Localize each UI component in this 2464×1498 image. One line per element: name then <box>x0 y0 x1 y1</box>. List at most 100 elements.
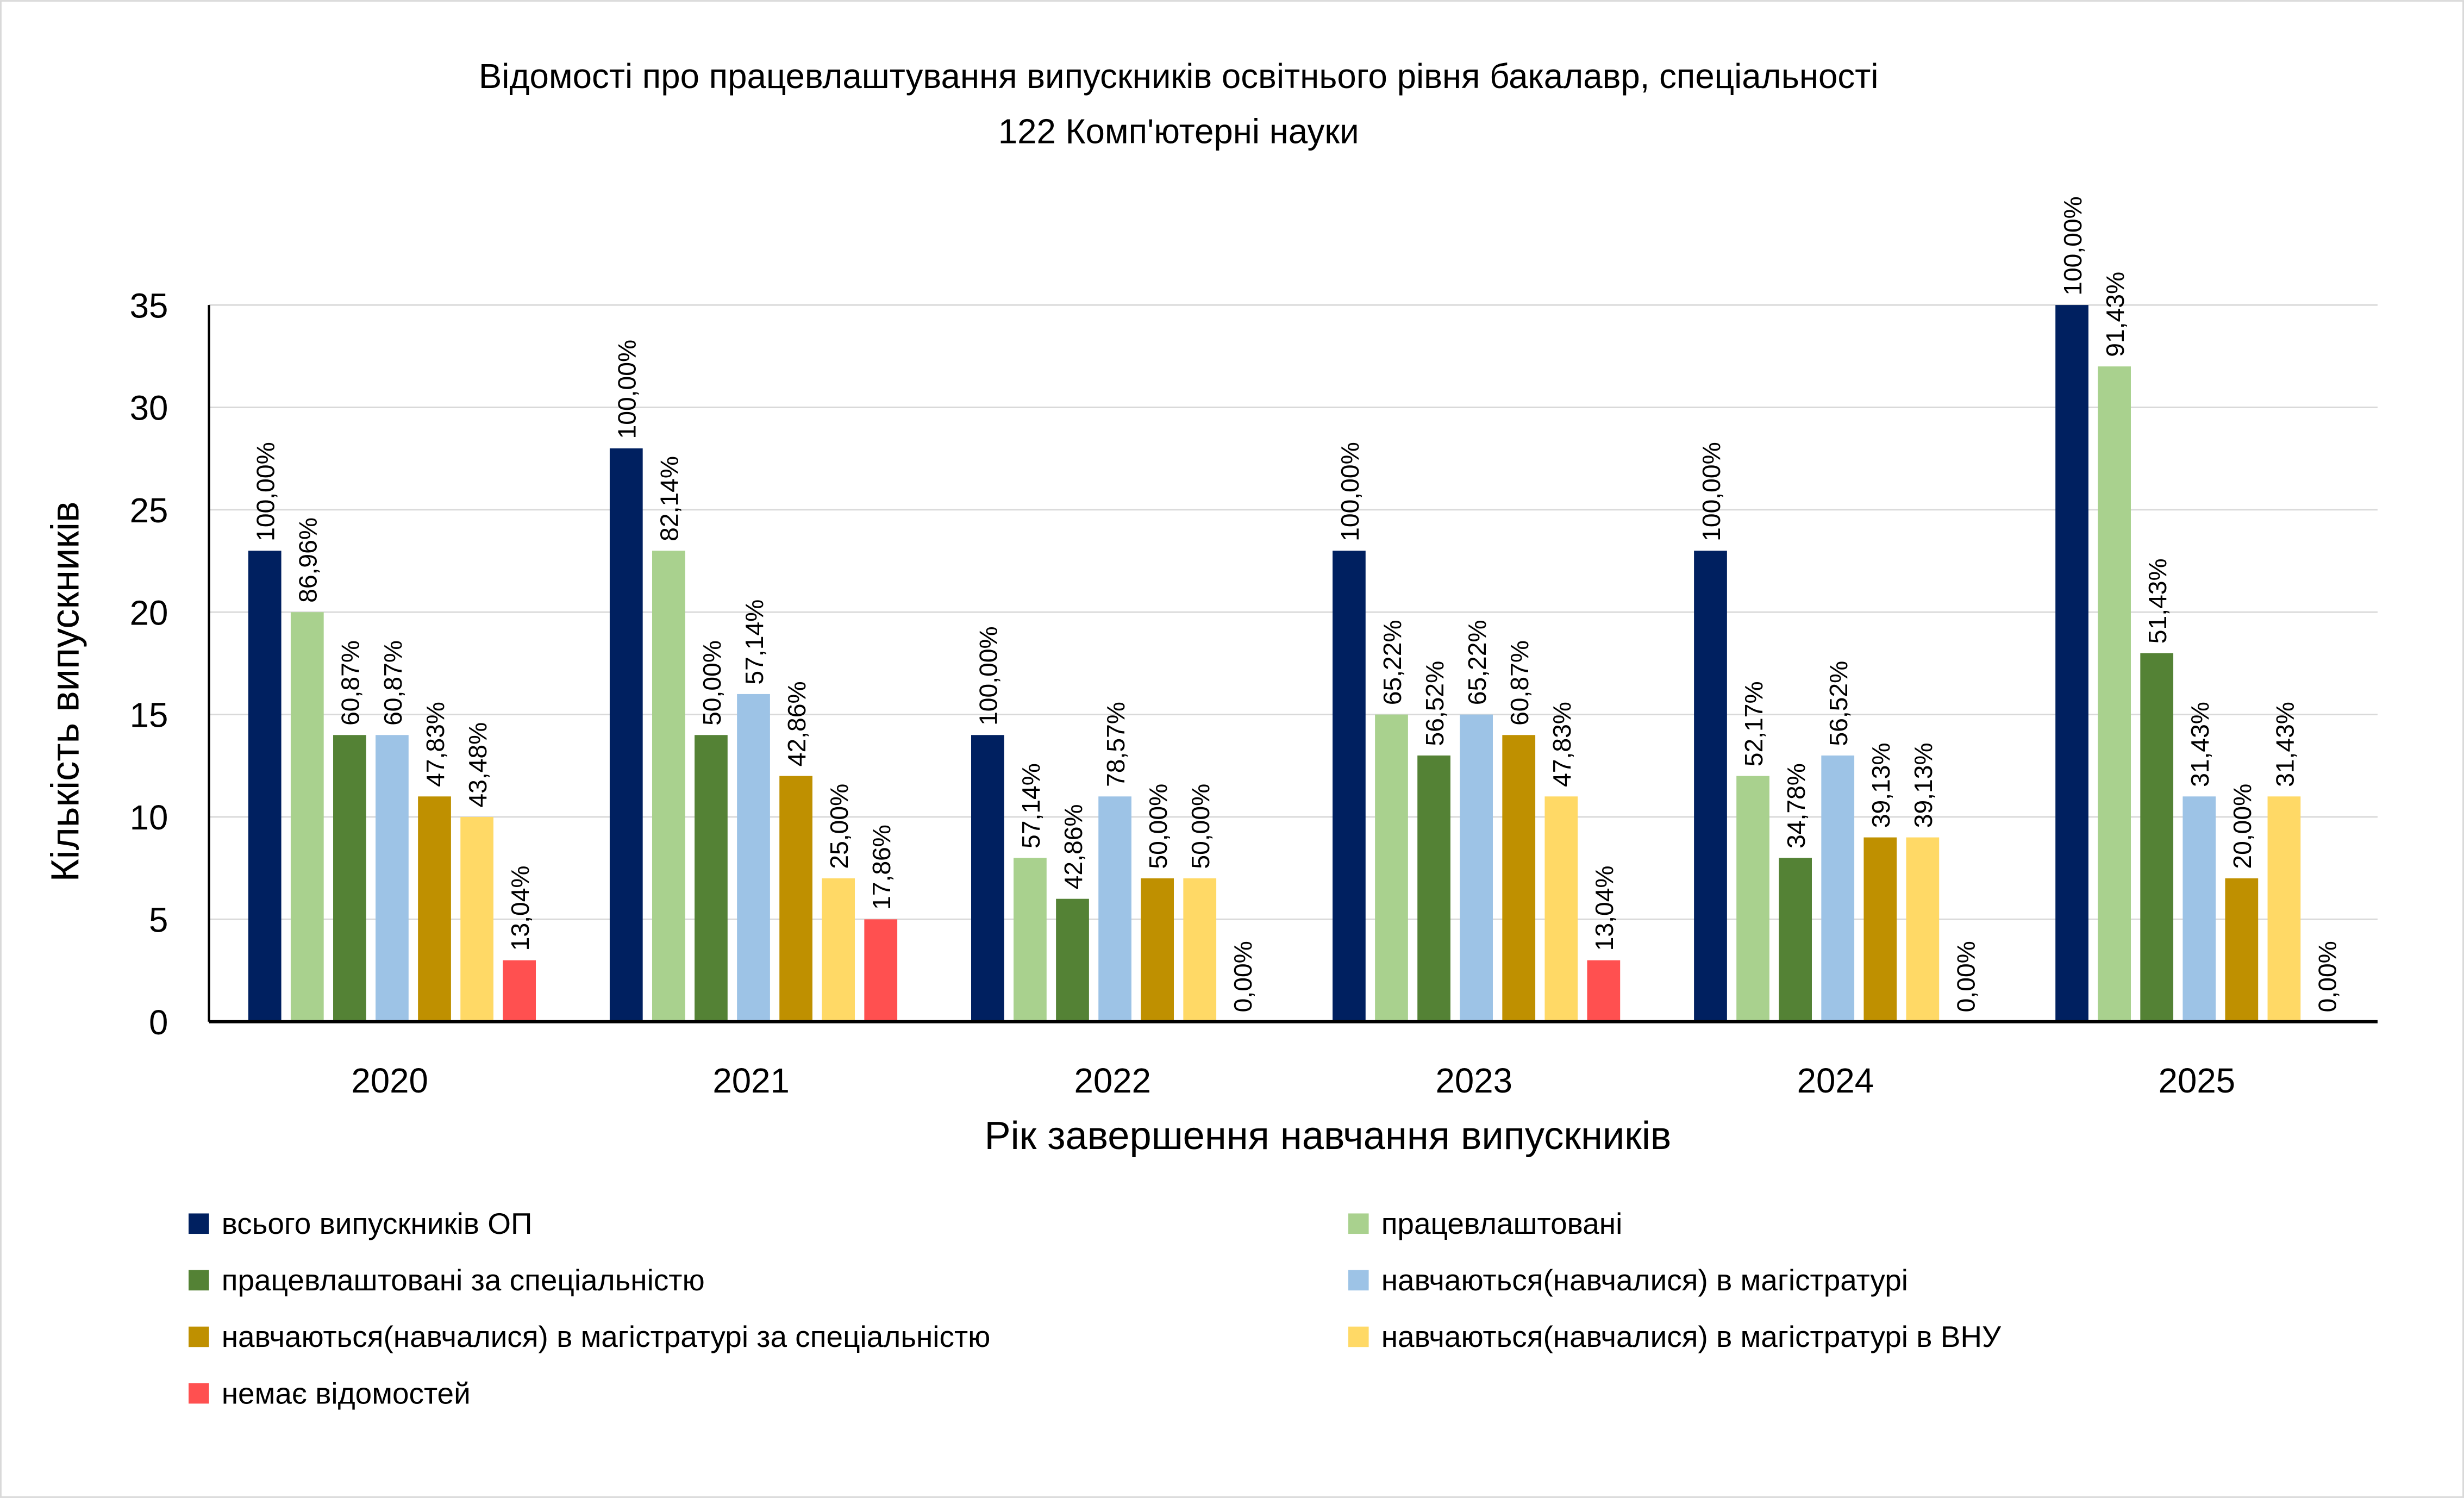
bar <box>460 816 493 1022</box>
y-tick-label: 15 <box>130 696 168 735</box>
data-label: 100,00% <box>2059 196 2087 296</box>
legend-swatch <box>188 1383 209 1404</box>
bar <box>1014 858 1047 1022</box>
data-label: 34,78% <box>1782 763 1810 848</box>
data-label: 82,14% <box>655 456 684 541</box>
bar <box>1417 755 1450 1022</box>
data-label: 78,57% <box>1102 702 1130 787</box>
data-label: 56,52% <box>1824 661 1853 746</box>
y-tick-label: 25 <box>130 491 168 530</box>
legend-swatch <box>1348 1326 1369 1347</box>
data-label: 47,83% <box>1548 702 1576 787</box>
legend-swatch <box>1348 1213 1369 1234</box>
data-label: 60,87% <box>379 640 407 726</box>
bar <box>609 448 643 1022</box>
data-label: 13,04% <box>1590 865 1618 951</box>
data-label: 0,00% <box>1229 941 1257 1012</box>
y-tick-label: 35 <box>130 286 168 325</box>
bar <box>864 919 898 1022</box>
bar <box>1141 878 1174 1022</box>
data-label: 57,14% <box>1017 763 1045 848</box>
data-label: 65,22% <box>1378 620 1406 705</box>
bar <box>1863 837 1897 1022</box>
bar <box>2098 366 2131 1022</box>
legend-label: навчаються(навчалися) в магістратурі <box>1381 1263 1908 1297</box>
data-label: 100,00% <box>252 442 280 541</box>
bar <box>779 776 812 1022</box>
bar <box>1821 755 1855 1022</box>
bar <box>1502 735 1536 1022</box>
legend-swatch <box>188 1213 209 1234</box>
bar <box>695 735 728 1022</box>
data-label: 91,43% <box>2101 272 2129 357</box>
bar <box>333 735 366 1022</box>
bar <box>290 612 324 1022</box>
data-label: 20,00% <box>2228 784 2256 869</box>
data-label: 42,86% <box>783 681 811 766</box>
data-label: 57,14% <box>740 600 768 685</box>
y-tick-label: 0 <box>149 1003 168 1042</box>
y-axis-title: Кількість випускників <box>44 502 87 882</box>
data-label: 52,17% <box>1740 681 1768 766</box>
data-label: 100,00% <box>1697 442 1725 541</box>
bar <box>1906 837 1940 1022</box>
bar <box>1183 878 1217 1022</box>
bar <box>1375 714 1408 1022</box>
bar <box>2225 878 2259 1022</box>
bar <box>971 735 1004 1022</box>
bar <box>1333 551 1366 1022</box>
chart-title-line-1: Відомості про працевлаштування випускник… <box>479 57 1879 96</box>
legend-label: всього випускників ОП <box>222 1207 533 1240</box>
bar <box>376 735 409 1022</box>
data-label: 31,43% <box>2271 702 2299 787</box>
bar <box>652 551 685 1022</box>
bar <box>1056 898 1089 1022</box>
data-label: 65,22% <box>1463 620 1491 705</box>
bar <box>737 694 770 1022</box>
data-label: 60,87% <box>1505 640 1534 726</box>
data-label: 51,43% <box>2143 558 2172 644</box>
data-label: 56,52% <box>1421 661 1449 746</box>
data-label: 86,96% <box>294 517 322 603</box>
bar <box>1694 551 1727 1022</box>
bar <box>2267 796 2301 1022</box>
x-tick-label: 2024 <box>1797 1062 1874 1100</box>
bar <box>1587 960 1621 1022</box>
data-label: 50,00% <box>698 640 726 726</box>
x-tick-label: 2025 <box>2159 1062 2236 1100</box>
legend-label: навчаються(навчалися) в магістратурі за … <box>222 1320 991 1353</box>
bar <box>2055 305 2088 1022</box>
bar <box>418 796 451 1022</box>
data-label: 100,00% <box>613 340 641 439</box>
y-tick-label: 10 <box>130 798 168 837</box>
bar <box>248 551 282 1022</box>
data-label: 43,48% <box>464 722 492 808</box>
bar <box>503 960 536 1022</box>
bar <box>1098 796 1131 1022</box>
legend-swatch <box>1348 1270 1369 1291</box>
data-label: 50,00% <box>1186 784 1215 869</box>
y-tick-label: 20 <box>130 594 168 632</box>
data-label: 39,13% <box>1909 742 1937 828</box>
legend-swatch <box>188 1326 209 1347</box>
data-label: 100,00% <box>974 626 1003 726</box>
data-label: 47,83% <box>421 702 449 787</box>
data-label: 0,00% <box>1952 941 1980 1012</box>
legend-swatch <box>188 1270 209 1291</box>
x-tick-label: 2023 <box>1436 1062 1513 1100</box>
x-tick-label: 2021 <box>712 1062 790 1100</box>
bar <box>2182 796 2216 1022</box>
legend-label: працевлаштовані <box>1381 1207 1623 1240</box>
y-tick-label: 30 <box>130 389 168 428</box>
data-label: 25,00% <box>825 784 853 869</box>
x-tick-label: 2022 <box>1074 1062 1151 1100</box>
bar <box>822 878 855 1022</box>
legend-label: працевлаштовані за спеціальністю <box>222 1263 705 1297</box>
x-axis-title: Рік завершення навчання випускників <box>984 1114 1671 1158</box>
legend-label: немає відомостей <box>222 1376 471 1410</box>
y-tick-label: 5 <box>149 901 168 939</box>
data-label: 42,86% <box>1059 804 1087 889</box>
data-label: 60,87% <box>336 640 365 726</box>
